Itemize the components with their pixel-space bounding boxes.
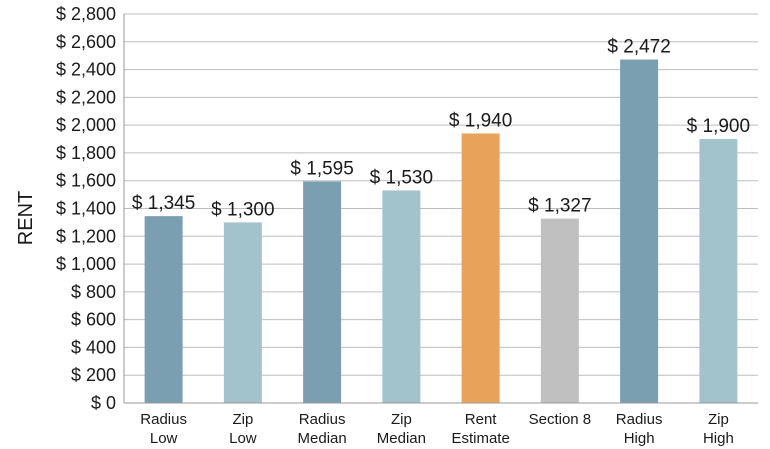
x-category-label: Low <box>229 430 257 447</box>
y-tick-label: $ 2,600 <box>56 32 116 52</box>
bar-value-label: $ 2,472 <box>607 37 670 58</box>
bar <box>144 216 183 403</box>
bar <box>461 133 500 403</box>
data-labels: $ 1,345 $ 1,300 $ 1,595 $ 1,530 $ 1,940 $ 1,3… <box>132 37 750 221</box>
x-category-label: Zip <box>708 411 729 428</box>
x-category-label: Low <box>150 430 178 447</box>
bars <box>144 59 738 404</box>
y-tick-label: $ 400 <box>71 337 116 357</box>
y-tick-label: $ 200 <box>71 365 116 385</box>
bar-value-label: $ 1,327 <box>528 196 591 217</box>
x-category-label: Median <box>298 430 347 447</box>
y-tick-label: $ 2,800 <box>56 4 116 24</box>
y-tick-label: $ 1,200 <box>56 226 116 246</box>
gridlines <box>124 13 758 376</box>
bar-value-label: $ 1,345 <box>132 193 195 214</box>
y-tick-label: $ 2,400 <box>56 60 116 80</box>
y-tick-label: $ 1,600 <box>56 171 116 191</box>
y-tick-label: $ 2,000 <box>56 115 116 135</box>
bar <box>303 181 342 403</box>
bar <box>620 59 659 403</box>
x-category-label: Radius <box>299 411 346 428</box>
x-category-label: Radius <box>140 411 187 428</box>
x-category-label: Median <box>377 430 426 447</box>
y-axis-label: RENT <box>15 191 37 245</box>
bar <box>223 222 262 403</box>
x-axis-categories: Radius Low Zip Low Radius Median Zip Median Rent… <box>140 411 734 447</box>
x-category-label: Rent <box>465 411 498 428</box>
bar <box>382 190 421 403</box>
x-category-label: Zip <box>232 411 253 428</box>
bar <box>699 139 738 404</box>
y-tick-label: $ 2,200 <box>56 87 116 107</box>
bar-value-label: $ 1,530 <box>370 167 433 188</box>
bar-value-label: $ 1,300 <box>211 199 274 220</box>
x-category-label: Zip <box>391 411 412 428</box>
x-category-label: Radius <box>616 411 663 428</box>
bar-value-label: $ 1,900 <box>687 116 750 137</box>
x-category-label: Estimate <box>451 430 509 447</box>
y-tick-label: $ 800 <box>71 282 116 302</box>
y-tick-label: $ 1,400 <box>56 199 116 219</box>
y-tick-label: $ 0 <box>91 393 116 413</box>
y-tick-label: $ 1,800 <box>56 143 116 163</box>
bar-value-label: $ 1,595 <box>290 158 353 179</box>
bar-value-label: $ 1,940 <box>449 110 512 131</box>
bar <box>540 218 579 403</box>
x-category-label: High <box>624 430 655 447</box>
y-axis-ticks: $ 0 $ 200 $ 400 $ 600 $ 800 $ 1,000 $ 1,200 $ 1… <box>56 4 116 413</box>
x-category-label: Section 8 <box>529 411 592 428</box>
y-tick-label: $ 600 <box>71 310 116 330</box>
y-tick-label: $ 1,000 <box>56 254 116 274</box>
x-category-label: High <box>703 430 734 447</box>
